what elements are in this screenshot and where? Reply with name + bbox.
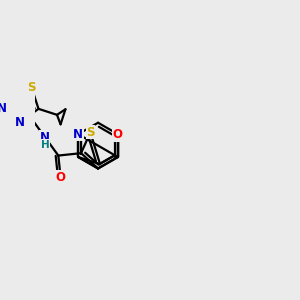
Text: N: N xyxy=(113,128,123,141)
Text: O: O xyxy=(113,128,123,142)
Text: N: N xyxy=(40,130,50,144)
Text: N: N xyxy=(73,128,83,141)
Text: O: O xyxy=(56,171,66,184)
Text: S: S xyxy=(27,81,36,94)
Text: S: S xyxy=(86,126,94,139)
Text: H: H xyxy=(40,140,49,150)
Text: N: N xyxy=(15,116,25,129)
Text: N: N xyxy=(0,102,7,115)
